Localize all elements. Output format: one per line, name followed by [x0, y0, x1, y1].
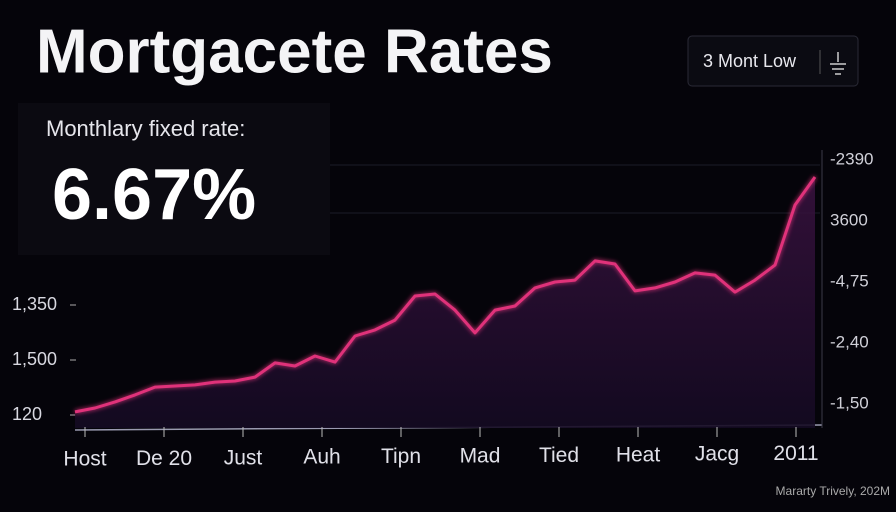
y-tick-label: 1,350	[12, 294, 57, 314]
x-tick-label: Tied	[539, 444, 579, 467]
rate-card	[18, 103, 330, 255]
x-tick-label: Auh	[303, 446, 340, 469]
x-tick-label: De 20	[136, 447, 192, 470]
x-tick-label: Just	[224, 446, 263, 469]
rate-label: Monthlary fixed rate:	[46, 116, 245, 141]
y2-tick-label: 3600	[830, 210, 868, 229]
x-tick-label: Heat	[616, 443, 661, 466]
x-tick-label: Tipn	[381, 445, 421, 468]
rate-value: 6.67%	[52, 155, 256, 235]
y-tick-label: 1,500	[12, 349, 57, 369]
y-tick-label: 120	[12, 404, 42, 424]
y2-tick-label: -2390	[830, 149, 873, 168]
title: Mortgacete Rates	[36, 17, 553, 86]
range-button-label[interactable]: 3 Mont Low	[703, 51, 797, 71]
y2-tick-label: -2,40	[830, 332, 869, 351]
x-tick-label: Mad	[460, 445, 501, 468]
y2-tick-label: -1,50	[830, 393, 869, 412]
x-tick-label: Host	[63, 448, 106, 471]
button-icon[interactable]	[830, 52, 846, 75]
range-button[interactable]	[687, 35, 859, 87]
x-tick-label: Jacg	[695, 443, 739, 466]
line	[74, 176, 817, 414]
y2-tick-label: -4,75	[830, 271, 869, 290]
footer: Mararty Trively, 202M	[776, 484, 890, 498]
x-tick-label: 2011	[773, 442, 818, 465]
